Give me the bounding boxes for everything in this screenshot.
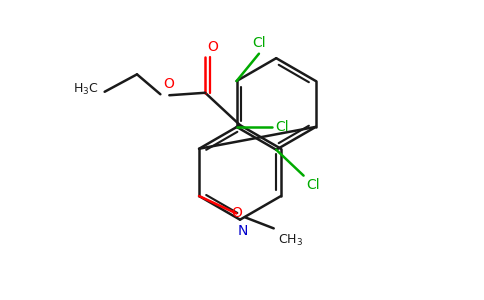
Text: Cl: Cl (252, 36, 266, 50)
Text: N: N (237, 224, 248, 238)
Text: Cl: Cl (306, 178, 320, 192)
Text: O: O (163, 77, 174, 91)
Text: CH$_3$: CH$_3$ (278, 233, 303, 248)
Text: H$_3$C: H$_3$C (73, 82, 99, 97)
Text: Cl: Cl (275, 120, 288, 134)
Text: O: O (231, 206, 242, 220)
Text: O: O (207, 40, 218, 54)
